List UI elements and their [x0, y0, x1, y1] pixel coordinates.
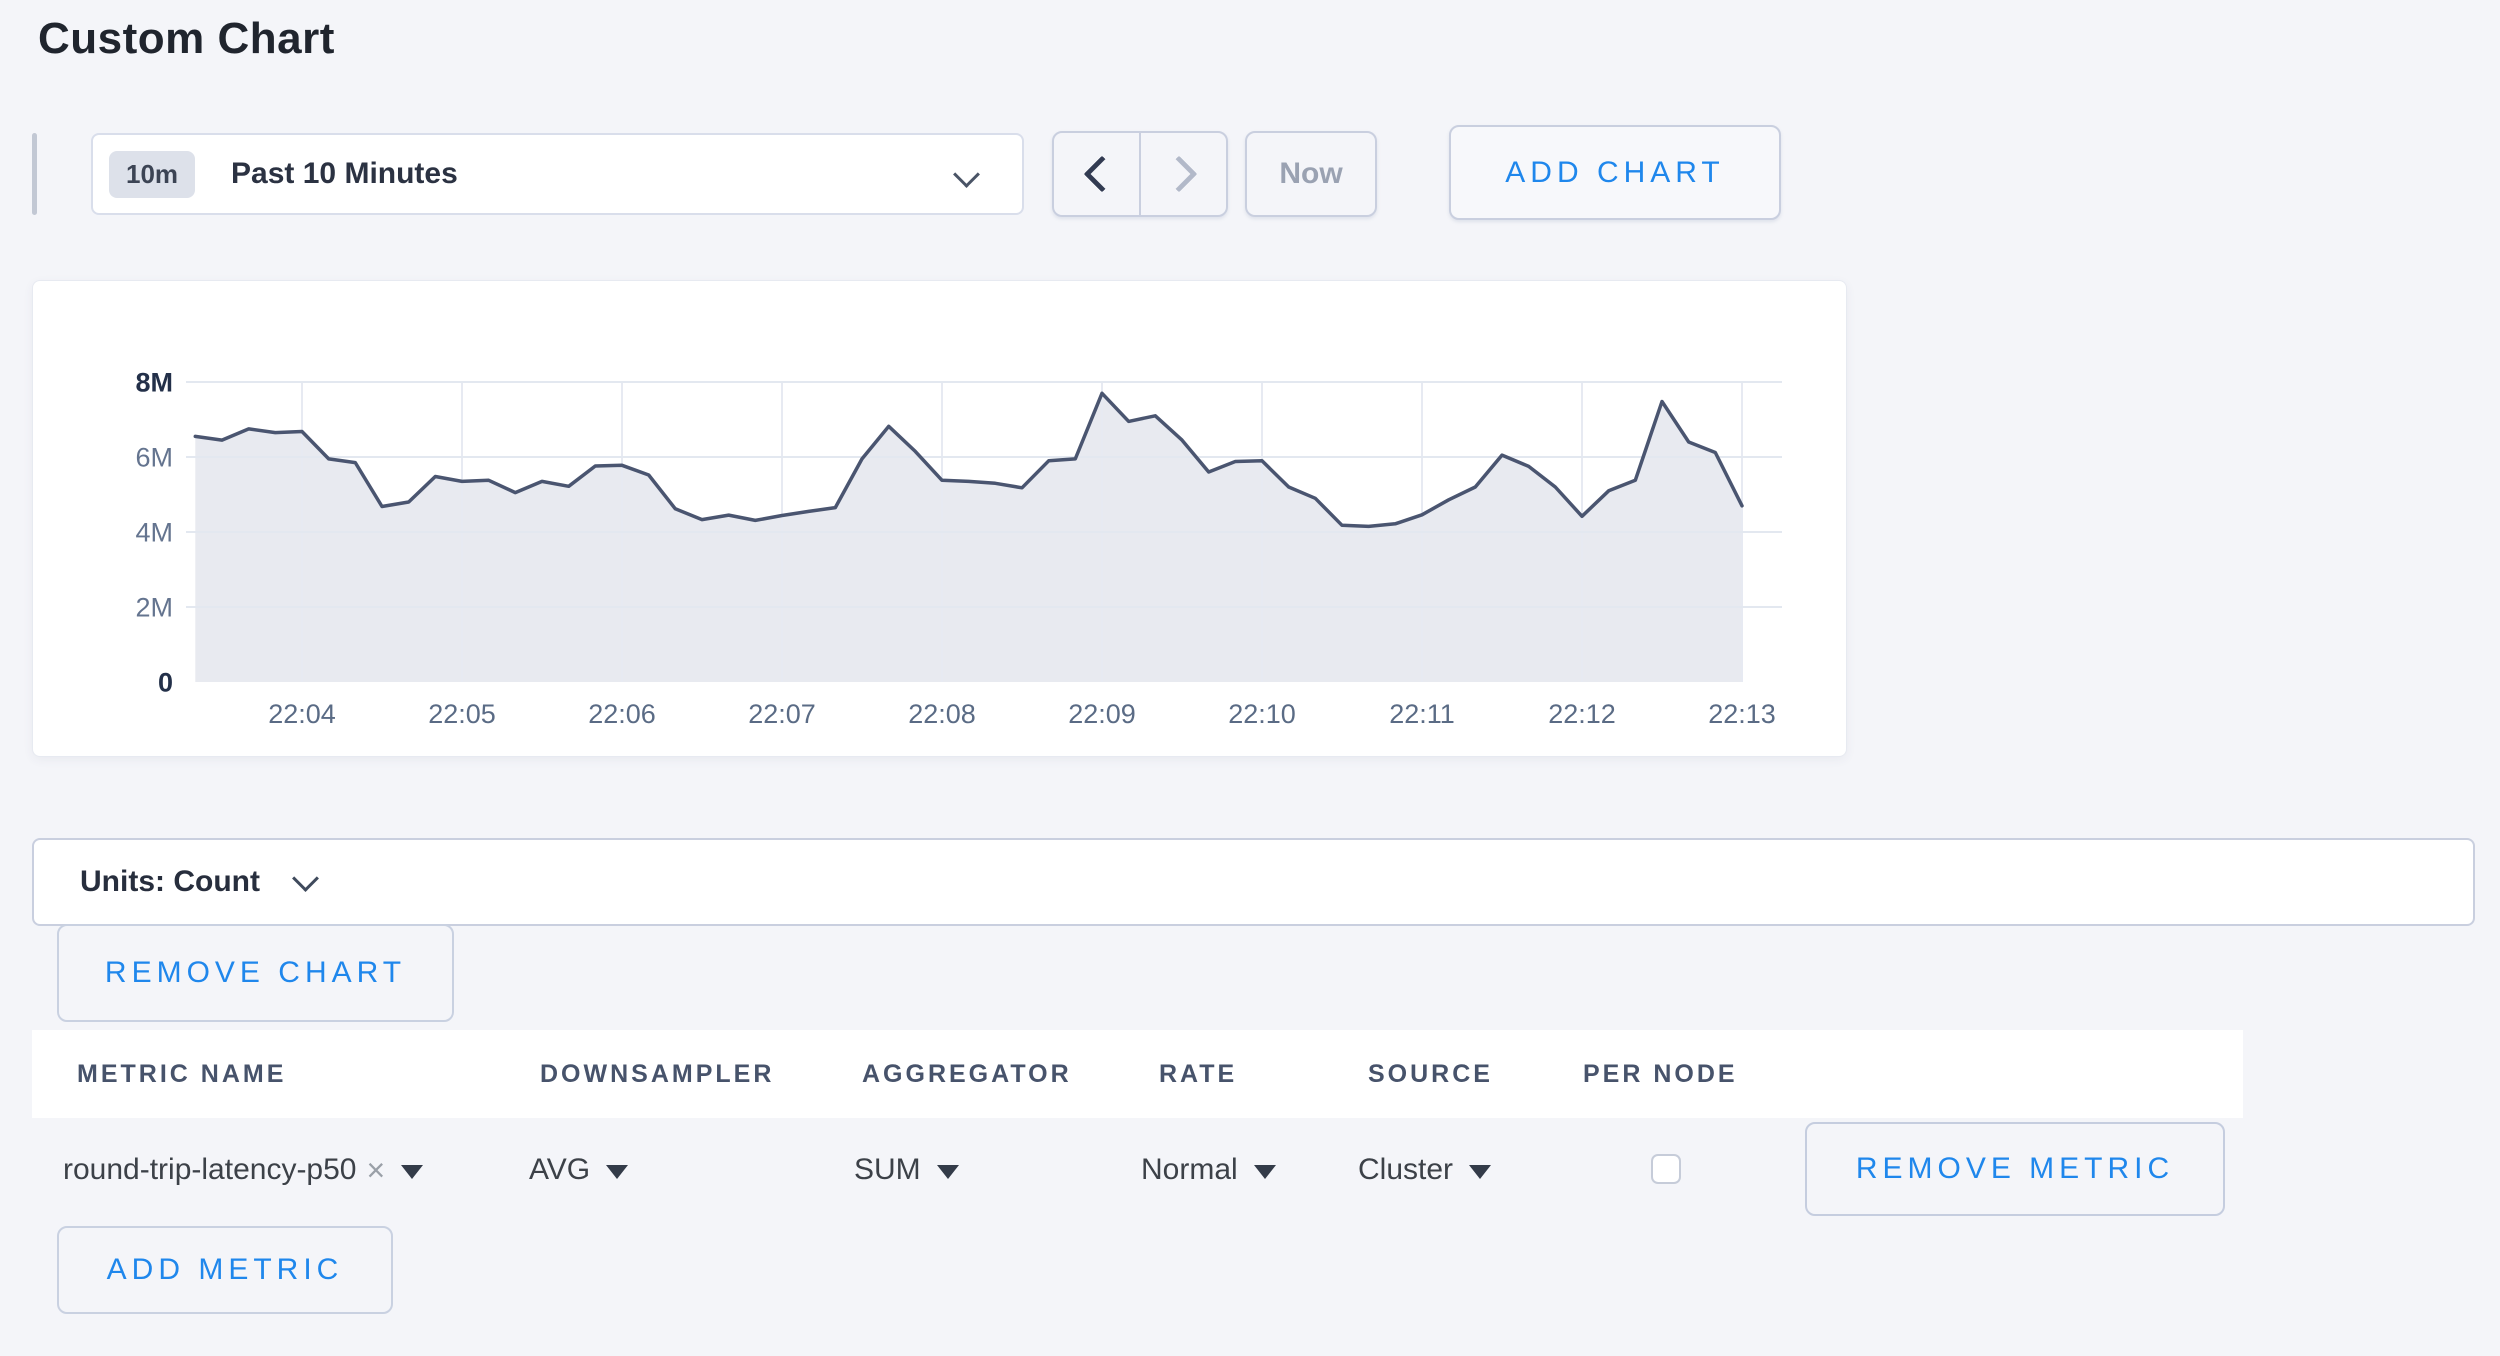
metric-table-header: METRIC NAME DOWNSAMPLER AGGREGATOR RATE … [32, 1030, 2243, 1118]
metric-name-select[interactable]: round-trip-latency-p50 × [63, 1118, 424, 1222]
remove-metric-button[interactable]: REMOVE METRIC [1805, 1122, 2225, 1216]
toolbar-accent-bar [32, 133, 37, 215]
svg-text:22:10: 22:10 [1228, 699, 1296, 729]
clear-metric-icon[interactable]: × [366, 1151, 386, 1188]
svg-text:22:08: 22:08 [908, 699, 976, 729]
col-header-downsampler: DOWNSAMPLER [540, 1060, 775, 1088]
time-nav-group [1052, 131, 1228, 217]
caret-down-icon [1253, 1165, 1276, 1179]
svg-text:22:04: 22:04 [268, 699, 336, 729]
col-header-rate: RATE [1159, 1060, 1238, 1088]
svg-text:22:12: 22:12 [1548, 699, 1616, 729]
svg-text:22:13: 22:13 [1708, 699, 1776, 729]
svg-text:22:07: 22:07 [748, 699, 816, 729]
time-range-label: Past 10 Minutes [231, 157, 458, 190]
col-header-aggregator: AGGREGATOR [862, 1060, 1072, 1088]
col-header-per-node: PER NODE [1583, 1060, 1738, 1088]
prev-time-button[interactable] [1054, 133, 1139, 215]
svg-text:8M: 8M [135, 367, 173, 397]
metric-name-value: round-trip-latency-p50 [63, 1153, 357, 1186]
svg-text:0: 0 [158, 667, 173, 697]
svg-text:22:11: 22:11 [1389, 699, 1455, 729]
caret-down-icon [401, 1165, 424, 1179]
caret-down-icon [1469, 1165, 1492, 1179]
caret-down-icon [936, 1165, 959, 1179]
time-range-dropdown[interactable]: 10m Past 10 Minutes [91, 133, 1024, 215]
downsampler-select[interactable]: AVG [529, 1118, 629, 1222]
per-node-checkbox[interactable] [1651, 1154, 1681, 1184]
col-header-source: SOURCE [1368, 1060, 1493, 1088]
chevron-right-icon [1160, 155, 1197, 193]
col-header-metric-name: METRIC NAME [77, 1060, 287, 1088]
svg-text:2M: 2M [135, 592, 173, 622]
downsampler-value: AVG [529, 1153, 591, 1186]
time-range-badge: 10m [109, 150, 196, 198]
svg-text:22:06: 22:06 [588, 699, 656, 729]
rate-value: Normal [1141, 1153, 1238, 1186]
caret-down-icon [606, 1165, 629, 1179]
units-dropdown[interactable]: Units: Count [32, 838, 2475, 926]
svg-text:6M: 6M [135, 442, 173, 472]
svg-text:4M: 4M [135, 517, 173, 547]
svg-text:22:09: 22:09 [1068, 699, 1136, 729]
aggregator-value: SUM [854, 1153, 921, 1186]
metric-row: round-trip-latency-p50 × AVG SUM Normal … [0, 1118, 2500, 1222]
chevron-down-icon [953, 161, 980, 188]
units-label: Units: Count [80, 865, 260, 898]
chevron-down-icon [292, 864, 319, 892]
chevron-left-icon [1083, 155, 1120, 193]
now-button[interactable]: Now [1245, 131, 1377, 217]
source-select[interactable]: Cluster [1358, 1118, 1492, 1222]
chart-card: 0 2M 4M 6M 8M 22:04 22:05 22:06 22:07 22:08 22:09 2… [32, 280, 1847, 757]
add-metric-button[interactable]: ADD METRIC [57, 1226, 393, 1314]
source-value: Cluster [1358, 1153, 1454, 1186]
next-time-button[interactable] [1139, 133, 1226, 215]
add-chart-button[interactable]: ADD CHART [1449, 125, 1781, 220]
remove-chart-button[interactable]: REMOVE CHART [57, 924, 454, 1022]
svg-text:22:05: 22:05 [428, 699, 496, 729]
aggregator-select[interactable]: SUM [854, 1118, 959, 1222]
metric-area-chart: 0 2M 4M 6M 8M 22:04 22:05 22:06 22:07 22:08 22:09 2… [135, 367, 1782, 729]
page-title: Custom Chart [38, 14, 335, 63]
rate-select[interactable]: Normal [1141, 1118, 1276, 1222]
